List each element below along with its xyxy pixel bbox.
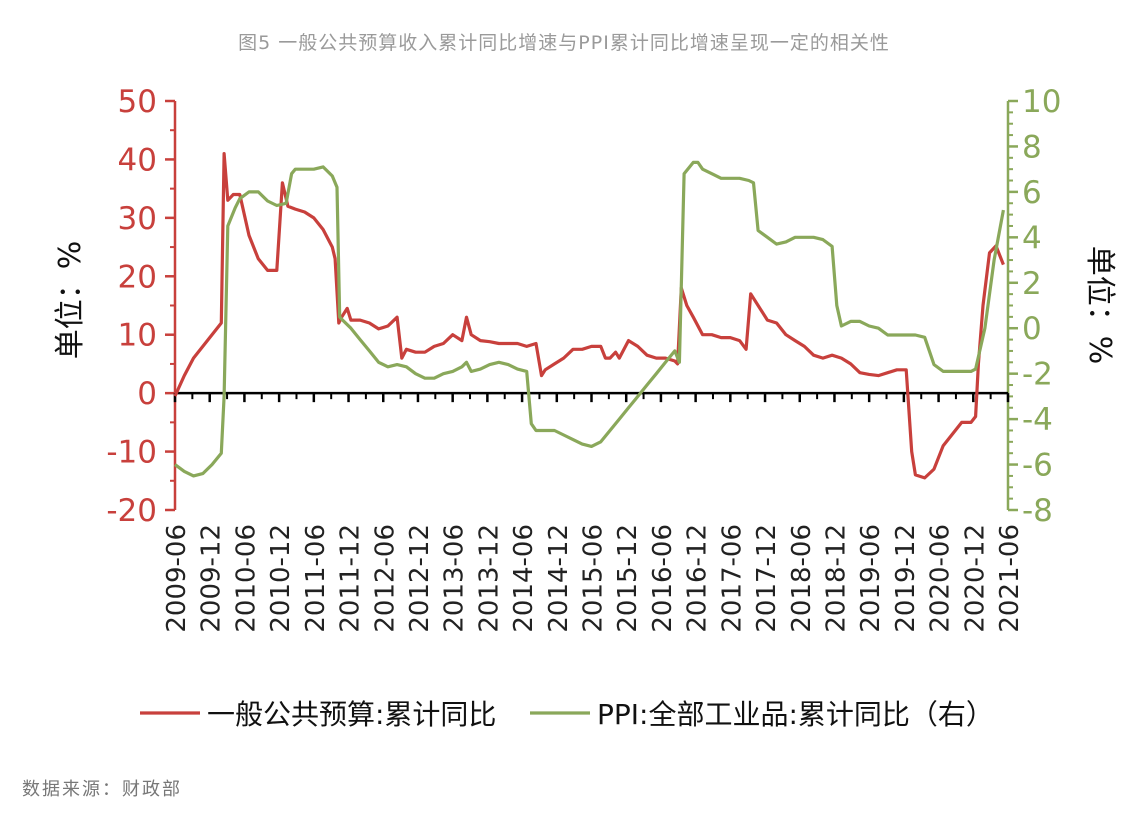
right-axis-tick-label: 2 [1022,266,1042,302]
right-axis-label: 单位：% [1082,246,1117,365]
left-axis-label: 单位：% [53,241,88,360]
left-axis-tick-label: 40 [118,142,157,178]
left-axis-tick-label: 10 [118,318,157,354]
right-axis-tick-label: 4 [1022,220,1042,256]
x-axis-tick-label: 2018-06 [787,524,817,633]
chart-title: 图5 一般公共预算收入累计同比增速与PPI累计同比增速呈现一定的相关性 [238,32,890,54]
x-axis-tick-label: 2012-12 [405,524,435,633]
right-axis-tick-label: 10 [1022,84,1061,120]
x-axis-tick-label: 2009-06 [162,524,192,633]
x-axis-tick-label: 2017-06 [717,524,747,633]
x-axis-tick-label: 2016-12 [683,524,713,633]
x-axis-tick-label: 2016-06 [648,524,678,633]
right-axis-tick-label: -2 [1022,357,1053,393]
series-line-budget-revenue [173,152,1005,480]
right-axis-tick-label: -8 [1022,493,1053,529]
x-axis-tick-label: 2018-12 [821,524,851,633]
x-axis-tick-label: 2011-06 [301,524,331,633]
left-axis-tick-label: 50 [118,84,157,120]
source-note: 数据来源：财政部 [22,779,182,800]
x-axis-tick-label: 2010-06 [231,524,261,633]
x-axis-tick-label: 2013-12 [474,524,504,633]
x-axis-tick-label: 2011-12 [336,524,366,633]
x-axis-tick-label: 2014-12 [544,524,574,633]
left-axis-tick-label: 30 [118,201,157,237]
right-axis-tick-label: 6 [1022,175,1042,211]
x-axis-tick-label: 2015-12 [613,524,643,633]
left-axis-tick-label: 20 [118,259,157,295]
left-axis-tick-label: -20 [106,493,157,529]
right-axis-tick-label: 0 [1022,311,1042,347]
right-axis-tick-label: -6 [1022,448,1053,484]
left-axis-tick-label: -10 [106,435,157,471]
legend-label-budget-revenue: 一般公共预算:累计同比 [207,698,496,731]
x-axis-tick-label: 2019-06 [856,524,886,633]
x-axis-tick-label: 2010-12 [266,524,296,633]
x-axis-tick-label: 2014-06 [509,524,539,633]
right-axis-tick-label: -4 [1022,402,1053,438]
x-axis-tick-label: 2021-06 [995,524,1025,633]
x-axis-tick-label: 2009-12 [197,524,227,633]
x-axis-tick-label: 2020-12 [960,524,990,633]
x-axis-tick-label: 2012-06 [370,524,400,633]
left-axis-tick-label: 0 [137,376,157,412]
x-axis-tick-label: 2015-06 [579,524,609,633]
right-axis-tick-label: 8 [1022,129,1042,165]
x-axis-tick-label: 2019-12 [891,524,921,633]
x-axis-tick-label: 2020-06 [926,524,956,633]
x-axis-tick-label: 2013-06 [440,524,470,633]
series-line-ppi [174,160,1005,478]
x-axis-tick-label: 2017-12 [752,524,782,633]
legend-label-ppi: PPI:全部工业品:累计同比（右） [597,698,994,731]
